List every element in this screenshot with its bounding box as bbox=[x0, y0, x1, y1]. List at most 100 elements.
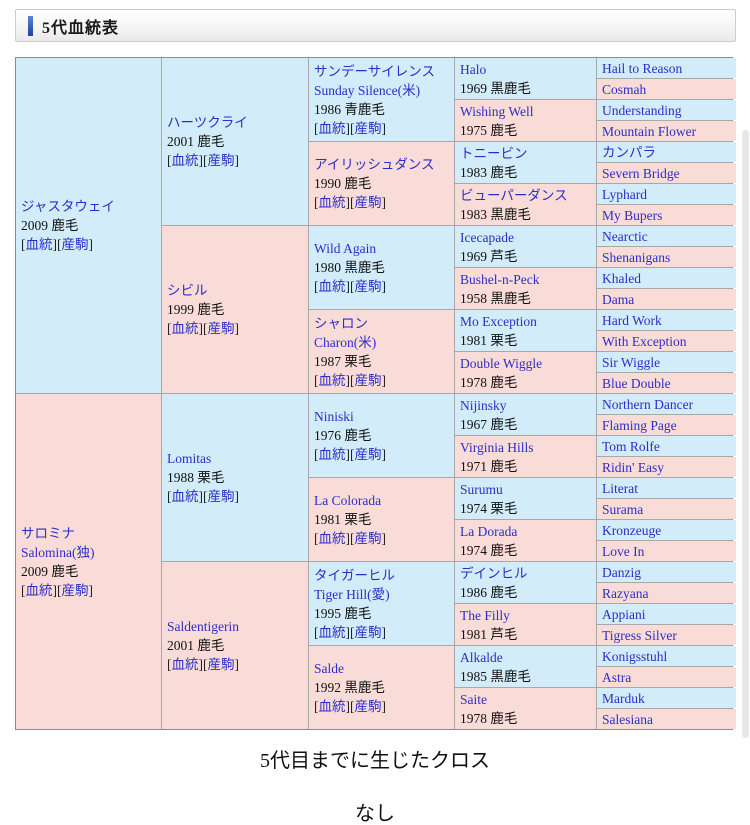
horse-name-link[interactable]: Icecapade bbox=[460, 229, 514, 245]
horse-name-link[interactable]: Surama bbox=[602, 501, 644, 517]
pedigree-cell-gen5: Marduk bbox=[597, 688, 736, 708]
horse-name-link[interactable]: サロミナ bbox=[21, 525, 75, 541]
horse-name-link[interactable]: My Bupers bbox=[602, 207, 663, 223]
offspring-link[interactable]: 産駒 bbox=[354, 195, 382, 210]
horse-name-link[interactable]: Alkalde bbox=[460, 649, 503, 665]
horse-name-link[interactable]: Salde bbox=[314, 661, 344, 676]
horse-name-link[interactable]: Mo Exception bbox=[460, 313, 537, 329]
horse-year-coat: 2001 鹿毛 bbox=[167, 638, 225, 653]
horse-name-link[interactable]: シャロン bbox=[314, 315, 368, 331]
horse-name-link[interactable]: Sir Wiggle bbox=[602, 354, 661, 370]
blood-link[interactable]: 血統 bbox=[25, 237, 53, 252]
horse-name-link[interactable]: La Colorada bbox=[314, 493, 382, 508]
horse-name-link[interactable]: Dama bbox=[602, 291, 635, 307]
horse-name-link[interactable]: Double Wiggle bbox=[460, 355, 543, 371]
horse-name-link[interactable]: Razyana bbox=[602, 585, 649, 601]
horse-name-link[interactable]: Kronzeuge bbox=[602, 522, 662, 538]
offspring-link[interactable]: 産駒 bbox=[207, 153, 235, 168]
horse-name-link[interactable]: ハーツクライ bbox=[167, 115, 248, 130]
horse-name-link[interactable]: With Exception bbox=[602, 333, 687, 349]
horse-name-link[interactable]: Sunday Silence(米) bbox=[314, 82, 421, 98]
horse-name-link[interactable]: Mountain Flower bbox=[602, 123, 697, 139]
blood-link[interactable]: 血統 bbox=[318, 699, 346, 714]
horse-name-link[interactable]: タイガーヒル bbox=[314, 567, 395, 583]
horse-name-link[interactable]: Bushel-n-Peck bbox=[460, 271, 540, 287]
blood-link[interactable]: 血統 bbox=[318, 195, 346, 210]
horse-name-link[interactable]: Nearctic bbox=[602, 228, 648, 244]
horse-name-link[interactable]: Ridin' Easy bbox=[602, 459, 665, 475]
pedigree-cell-gen5: Kronzeuge bbox=[597, 520, 736, 540]
horse-name-link[interactable]: Astra bbox=[602, 669, 632, 685]
offspring-link[interactable]: 産駒 bbox=[354, 372, 382, 388]
horse-name-link[interactable]: デインヒル bbox=[460, 565, 528, 581]
blood-link[interactable]: 血統 bbox=[318, 372, 346, 388]
scrollbar-thumb[interactable] bbox=[742, 130, 749, 738]
horse-name-link[interactable]: Shenanigans bbox=[602, 249, 671, 265]
horse-name-link[interactable]: Hail to Reason bbox=[602, 60, 683, 76]
horse-name-link[interactable]: Salomina(独) bbox=[21, 544, 95, 560]
horse-name-link[interactable]: ビューパーダンス bbox=[460, 187, 568, 203]
blood-link[interactable]: 血統 bbox=[318, 624, 346, 640]
offspring-link[interactable]: 産駒 bbox=[354, 279, 382, 294]
offspring-link[interactable]: 産駒 bbox=[354, 447, 382, 462]
horse-name-link[interactable]: サンデーサイレンス bbox=[314, 63, 435, 79]
horse-name-link[interactable]: Tom Rolfe bbox=[602, 438, 660, 454]
horse-name-link[interactable]: Saite bbox=[460, 691, 487, 707]
horse-name-link[interactable]: Nijinsky bbox=[460, 397, 507, 413]
horse-name-link[interactable]: Understanding bbox=[602, 102, 682, 118]
horse-name-link[interactable]: Wild Again bbox=[314, 241, 377, 256]
horse-name-link[interactable]: Saldentigerin bbox=[167, 619, 239, 634]
horse-name-link[interactable]: Konigsstuhl bbox=[602, 648, 668, 664]
horse-name-link[interactable]: Flaming Page bbox=[602, 417, 677, 433]
horse-name-link[interactable]: Northern Dancer bbox=[602, 396, 694, 412]
blood-link[interactable]: 血統 bbox=[171, 657, 199, 672]
horse-name-link[interactable]: ジャスタウェイ bbox=[21, 199, 115, 214]
horse-name-link[interactable]: Cosmah bbox=[602, 81, 647, 97]
horse-name-link[interactable]: The Filly bbox=[460, 607, 510, 623]
blood-link[interactable]: 血統 bbox=[25, 582, 53, 598]
horse-name-link[interactable]: Khaled bbox=[602, 270, 641, 286]
horse-name-link[interactable]: Niniski bbox=[314, 409, 354, 424]
blood-link[interactable]: 血統 bbox=[318, 531, 346, 546]
cell-links: [血統][産駒] bbox=[167, 151, 304, 170]
blood-link[interactable]: 血統 bbox=[171, 153, 199, 168]
horse-name-link[interactable]: Tiger Hill(愛) bbox=[314, 586, 390, 602]
offspring-link[interactable]: 産駒 bbox=[354, 624, 382, 640]
horse-name-link[interactable]: シビル bbox=[167, 283, 208, 298]
offspring-link[interactable]: 産駒 bbox=[354, 531, 382, 546]
horse-name-link[interactable]: Severn Bridge bbox=[602, 165, 680, 181]
horse-name-link[interactable]: Tigress Silver bbox=[602, 627, 677, 643]
horse-name-link[interactable]: Lyphard bbox=[602, 186, 647, 202]
horse-name-link[interactable]: La Dorada bbox=[460, 523, 518, 539]
horse-name-link[interactable]: Appiani bbox=[602, 606, 646, 622]
horse-name-link[interactable]: トニービン bbox=[460, 145, 528, 161]
horse-name-link[interactable]: Marduk bbox=[602, 690, 645, 706]
horse-name-link[interactable]: Virginia Hills bbox=[460, 439, 534, 455]
horse-name-link[interactable]: Surumu bbox=[460, 481, 503, 497]
horse-name-link[interactable]: Lomitas bbox=[167, 451, 212, 466]
offspring-link[interactable]: 産駒 bbox=[354, 699, 382, 714]
blood-link[interactable]: 血統 bbox=[171, 489, 199, 504]
blood-link[interactable]: 血統 bbox=[318, 279, 346, 294]
offspring-link[interactable]: 産駒 bbox=[207, 489, 235, 504]
offspring-link[interactable]: 産駒 bbox=[61, 582, 89, 598]
horse-name-link[interactable]: Danzig bbox=[602, 564, 641, 580]
horse-name-link[interactable]: Blue Double bbox=[602, 375, 671, 391]
horse-name-link[interactable]: アイリッシュダンス bbox=[314, 157, 435, 172]
horse-name-link[interactable]: Wishing Well bbox=[460, 103, 534, 119]
horse-name-link[interactable]: カンパラ bbox=[602, 144, 656, 160]
horse-name-link[interactable]: Love In bbox=[602, 543, 645, 559]
horse-name-link[interactable]: Charon(米) bbox=[314, 334, 377, 350]
blood-link[interactable]: 血統 bbox=[171, 321, 199, 336]
offspring-link[interactable]: 産駒 bbox=[61, 237, 89, 252]
blood-link[interactable]: 血統 bbox=[318, 120, 346, 136]
horse-name-link[interactable]: Halo bbox=[460, 61, 487, 77]
offspring-link[interactable]: 産駒 bbox=[207, 657, 235, 672]
horse-name-link[interactable]: Salesiana bbox=[602, 711, 653, 727]
blood-link[interactable]: 血統 bbox=[318, 447, 346, 462]
horse-name-link[interactable]: Hard Work bbox=[602, 312, 662, 328]
pedigree-cell-gen3: Wild Again 1980 黒鹿毛 [血統][産駒] bbox=[309, 226, 454, 309]
offspring-link[interactable]: 産駒 bbox=[354, 120, 382, 136]
offspring-link[interactable]: 産駒 bbox=[207, 321, 235, 336]
horse-name-link[interactable]: Literat bbox=[602, 480, 638, 496]
